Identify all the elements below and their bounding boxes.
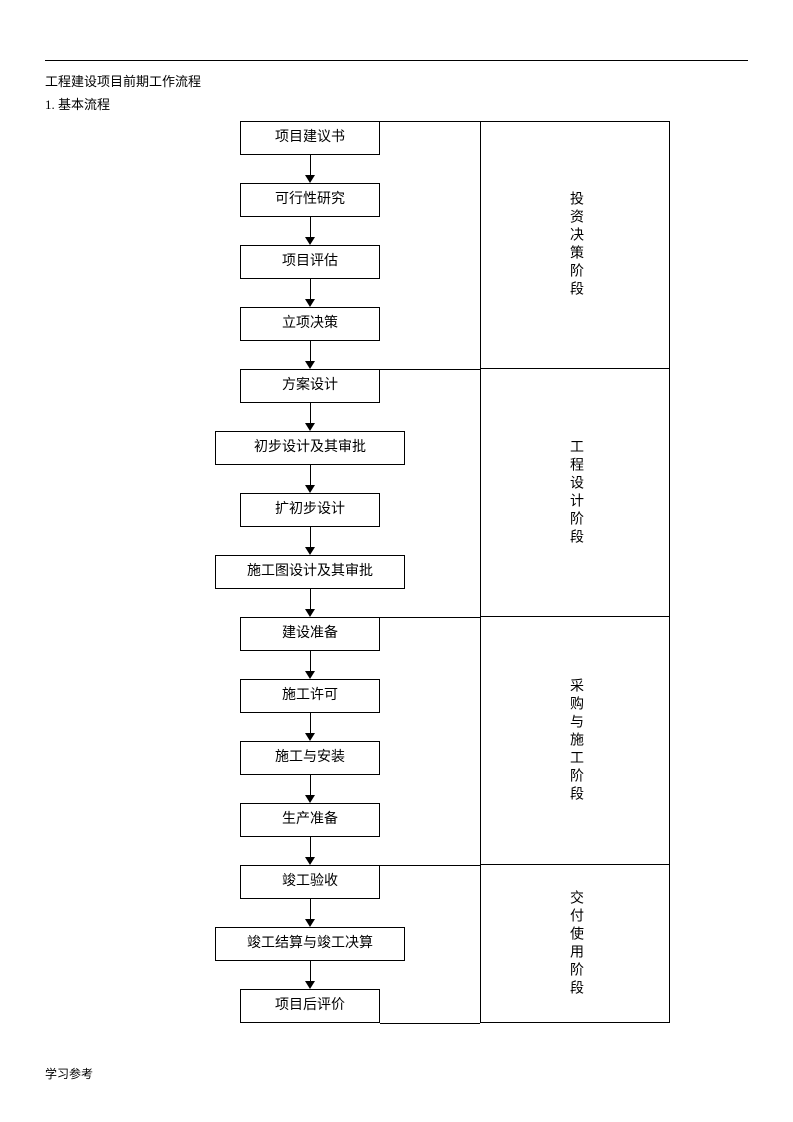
phase-row: 方案设计初步设计及其审批扩初步设计施工图设计及其审批 工程设计阶段 [170,369,690,617]
flow-node: 项目评估 [240,245,380,279]
arrow-down-icon [305,403,315,431]
flow-column: 项目建议书可行性研究项目评估立项决策 [170,121,450,369]
phase-label: 工程设计阶段 [565,439,585,547]
arrow-down-icon [305,713,315,741]
phase-row: 建设准备施工许可施工与安装生产准备 采购与施工阶段 [170,617,690,865]
top-rule [45,60,748,61]
flow-node: 施工图设计及其审批 [215,555,405,589]
flow-node: 竣工结算与竣工决算 [215,927,405,961]
connector-line [380,1023,480,1024]
phase-column: 交付使用阶段 [450,865,670,1023]
flow-node: 建设准备 [240,617,380,651]
flow-node: 施工与安装 [240,741,380,775]
doc-section: 1. 基本流程 [45,94,748,113]
arrow-down-icon [305,589,315,617]
flow-node: 方案设计 [240,369,380,403]
flow-node: 生产准备 [240,803,380,837]
arrow-down-icon [305,899,315,927]
phase-box: 工程设计阶段 [480,369,670,617]
arrow-down-icon [305,465,315,493]
arrow-down-icon [305,527,315,555]
flow-column: 方案设计初步设计及其审批扩初步设计施工图设计及其审批 [170,369,450,617]
phase-column: 投资决策阶段 [450,121,670,369]
connector-line [380,369,480,370]
flow-column: 竣工验收竣工结算与竣工决算项目后评价 [170,865,450,1023]
phase-column: 采购与施工阶段 [450,617,670,865]
arrow-down-icon [305,775,315,803]
flow-node: 项目后评价 [240,989,380,1023]
arrow-down-icon [305,217,315,245]
phase-box: 交付使用阶段 [480,865,670,1023]
connector-line [380,121,480,122]
phase-label: 采购与施工阶段 [565,678,585,804]
arrow-down-icon [305,837,315,865]
doc-title: 工程建设项目前期工作流程 [45,71,748,90]
arrow-down-icon [305,279,315,307]
flow-node: 立项决策 [240,307,380,341]
arrow-down-icon [305,961,315,989]
phase-box: 投资决策阶段 [480,121,670,369]
arrow-down-icon [305,651,315,679]
flow-node: 施工许可 [240,679,380,713]
phase-row: 项目建议书可行性研究项目评估立项决策 投资决策阶段 [170,121,690,369]
phase-box: 采购与施工阶段 [480,617,670,865]
connector-line [380,617,480,618]
flowchart-diagram: 项目建议书可行性研究项目评估立项决策 投资决策阶段方案设计初步设计及其审批扩初步设… [170,121,690,1023]
flow-node: 初步设计及其审批 [215,431,405,465]
flow-node: 扩初步设计 [240,493,380,527]
flow-node: 竣工验收 [240,865,380,899]
footer-text: 学习参考 [45,1065,93,1082]
flow-column: 建设准备施工许可施工与安装生产准备 [170,617,450,865]
phase-column: 工程设计阶段 [450,369,670,617]
phase-label: 交付使用阶段 [565,890,585,998]
flow-node: 可行性研究 [240,183,380,217]
arrow-down-icon [305,155,315,183]
phase-row: 竣工验收竣工结算与竣工决算项目后评价 交付使用阶段 [170,865,690,1023]
phase-label: 投资决策阶段 [565,191,585,299]
arrow-down-icon [305,341,315,369]
connector-line [380,865,480,866]
flow-node: 项目建议书 [240,121,380,155]
